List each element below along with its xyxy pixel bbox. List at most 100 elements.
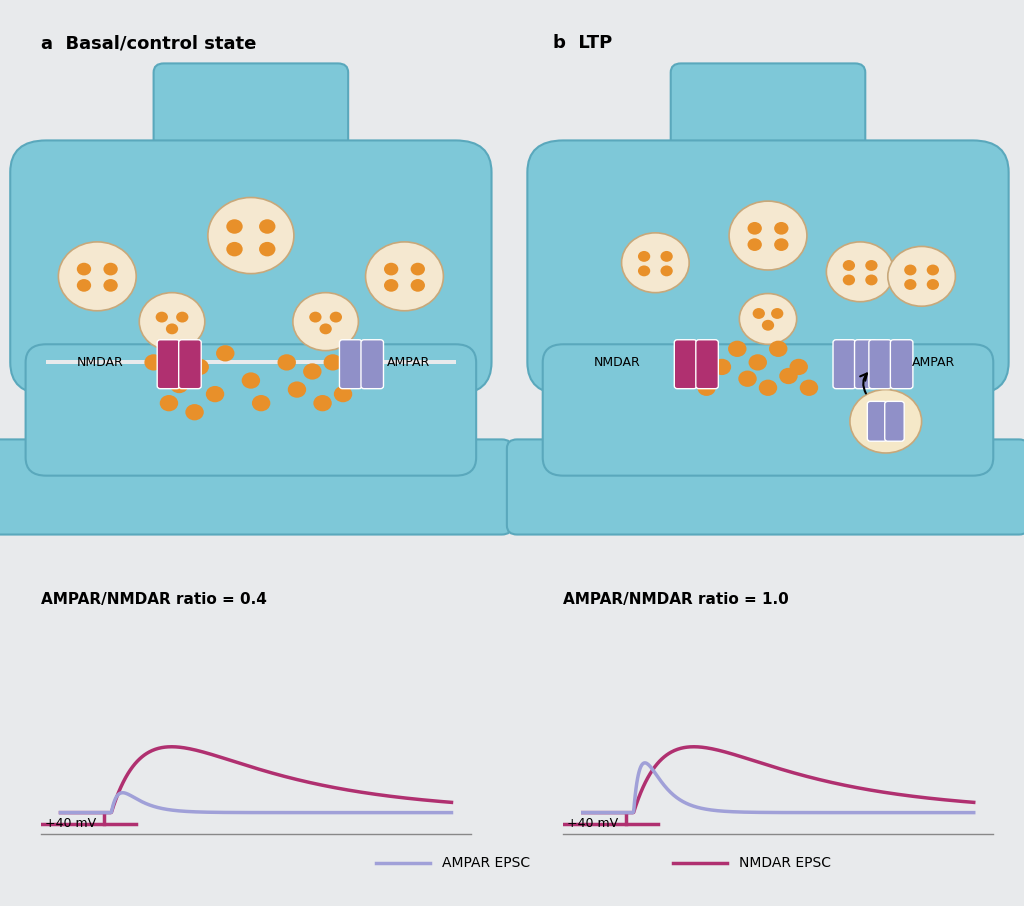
Circle shape — [843, 275, 855, 285]
Circle shape — [303, 363, 322, 380]
Circle shape — [660, 265, 673, 276]
FancyBboxPatch shape — [26, 344, 476, 476]
Circle shape — [324, 354, 342, 371]
Circle shape — [103, 263, 118, 275]
Circle shape — [334, 386, 352, 402]
Circle shape — [865, 275, 878, 285]
Circle shape — [319, 323, 332, 334]
Circle shape — [904, 265, 916, 275]
Circle shape — [762, 320, 774, 331]
FancyBboxPatch shape — [674, 340, 696, 389]
FancyBboxPatch shape — [507, 439, 1024, 535]
FancyBboxPatch shape — [527, 140, 1009, 394]
Text: AMPAR/NMDAR ratio = 1.0: AMPAR/NMDAR ratio = 1.0 — [563, 592, 788, 607]
Text: a  Basal/control state: a Basal/control state — [41, 34, 256, 53]
Circle shape — [313, 395, 332, 411]
FancyBboxPatch shape — [854, 340, 877, 389]
Circle shape — [344, 372, 362, 389]
FancyBboxPatch shape — [867, 401, 887, 441]
Circle shape — [850, 390, 922, 453]
Circle shape — [278, 354, 296, 371]
FancyBboxPatch shape — [46, 360, 456, 364]
FancyBboxPatch shape — [0, 439, 512, 535]
FancyBboxPatch shape — [339, 340, 362, 389]
FancyBboxPatch shape — [885, 401, 904, 441]
Text: AMPAR EPSC: AMPAR EPSC — [441, 856, 529, 870]
Text: b  LTP: b LTP — [553, 34, 612, 53]
Circle shape — [242, 372, 260, 389]
Circle shape — [759, 380, 777, 396]
Circle shape — [216, 345, 234, 361]
Circle shape — [170, 377, 188, 393]
Circle shape — [638, 265, 650, 276]
Circle shape — [288, 381, 306, 398]
Circle shape — [384, 263, 398, 275]
Text: NMDAR EPSC: NMDAR EPSC — [738, 856, 830, 870]
Circle shape — [166, 323, 178, 334]
Circle shape — [779, 368, 798, 384]
Circle shape — [259, 219, 275, 234]
Circle shape — [865, 260, 878, 271]
Circle shape — [259, 242, 275, 256]
FancyBboxPatch shape — [360, 340, 383, 389]
Circle shape — [77, 279, 91, 292]
FancyBboxPatch shape — [10, 140, 492, 394]
Circle shape — [728, 341, 746, 357]
Circle shape — [769, 341, 787, 357]
Text: AMPAR: AMPAR — [387, 356, 430, 369]
Circle shape — [660, 251, 673, 262]
Circle shape — [58, 242, 136, 311]
Circle shape — [729, 201, 807, 270]
Circle shape — [330, 312, 342, 323]
Circle shape — [176, 312, 188, 323]
Circle shape — [160, 395, 178, 411]
Circle shape — [103, 279, 118, 292]
FancyBboxPatch shape — [178, 340, 201, 389]
Circle shape — [826, 242, 894, 302]
Circle shape — [252, 395, 270, 411]
Text: +40 mV: +40 mV — [45, 817, 96, 830]
Circle shape — [144, 354, 163, 371]
Text: NMDAR: NMDAR — [77, 356, 124, 369]
FancyBboxPatch shape — [671, 63, 865, 208]
Circle shape — [190, 359, 209, 375]
Circle shape — [748, 222, 762, 235]
Circle shape — [753, 308, 765, 319]
Circle shape — [226, 242, 243, 256]
Circle shape — [843, 260, 855, 271]
FancyBboxPatch shape — [157, 340, 179, 389]
FancyBboxPatch shape — [868, 340, 891, 389]
Circle shape — [748, 238, 762, 251]
Circle shape — [384, 279, 398, 292]
Circle shape — [77, 263, 91, 275]
Circle shape — [156, 312, 168, 323]
Circle shape — [185, 404, 204, 420]
Circle shape — [713, 359, 731, 375]
Circle shape — [309, 312, 322, 323]
FancyBboxPatch shape — [834, 340, 856, 389]
FancyArrowPatch shape — [860, 373, 867, 393]
Circle shape — [208, 198, 294, 274]
Circle shape — [774, 222, 788, 235]
Circle shape — [774, 238, 788, 251]
Text: +40 mV: +40 mV — [567, 817, 618, 830]
Text: NMDAR: NMDAR — [594, 356, 641, 369]
Circle shape — [697, 380, 716, 396]
FancyBboxPatch shape — [890, 340, 913, 389]
FancyBboxPatch shape — [543, 344, 993, 476]
Circle shape — [927, 279, 939, 290]
Circle shape — [739, 294, 797, 344]
Text: AMPAR/NMDAR ratio = 0.4: AMPAR/NMDAR ratio = 0.4 — [41, 592, 267, 607]
Circle shape — [411, 279, 425, 292]
Circle shape — [800, 380, 818, 396]
Circle shape — [888, 246, 955, 306]
Circle shape — [738, 371, 757, 387]
Circle shape — [411, 263, 425, 275]
Circle shape — [226, 219, 243, 234]
Circle shape — [139, 293, 205, 351]
Circle shape — [293, 293, 358, 351]
Circle shape — [622, 233, 689, 293]
Circle shape — [904, 279, 916, 290]
Text: AMPAR: AMPAR — [912, 356, 955, 369]
Circle shape — [927, 265, 939, 275]
